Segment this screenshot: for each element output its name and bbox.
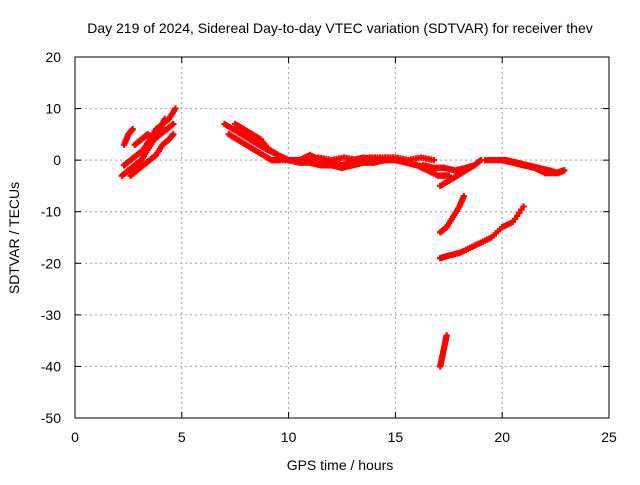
x-tick-label: 20 [494, 429, 510, 445]
series-track-8 [232, 120, 388, 169]
series-track-3 [120, 126, 136, 148]
series-track-4 [127, 131, 177, 179]
x-tick-label: 5 [178, 429, 186, 445]
y-tick-label: -40 [41, 358, 61, 374]
y-tick-label: -30 [41, 307, 61, 323]
x-tick-label: 10 [281, 429, 297, 445]
series-track-11 [437, 156, 485, 190]
y-tick-label: 20 [45, 49, 61, 65]
series-track-9 [413, 162, 452, 179]
plot-frame [74, 56, 610, 419]
x-tick-label: 0 [71, 429, 79, 445]
y-tick-label: -20 [41, 255, 61, 271]
x-tick-label: 15 [388, 429, 404, 445]
data-point [520, 203, 527, 210]
data-point [129, 126, 136, 133]
data-point [430, 156, 438, 164]
series-track-13 [499, 156, 568, 177]
data-point [381, 156, 388, 164]
chart-title: Day 219 of 2024, Sidereal Day-to-day VTE… [87, 20, 593, 36]
data-point [172, 105, 179, 112]
y-tick-label: -50 [41, 410, 61, 426]
y-tick-label: -10 [41, 204, 61, 220]
data-points [118, 105, 568, 370]
y-tick-label: 0 [53, 152, 61, 168]
y-tick-label: 10 [45, 101, 61, 117]
x-axis-label: GPS time / hours [287, 457, 394, 473]
y-axis-label: SDTVAR / TECUs [6, 182, 22, 294]
series-track-15 [437, 203, 527, 262]
series-track-5 [131, 120, 177, 148]
x-tick-label: 25 [601, 429, 617, 445]
series-track-16 [437, 332, 450, 370]
data-point [170, 131, 177, 138]
data-point [443, 332, 450, 339]
data-point [460, 193, 467, 200]
data-point [170, 120, 177, 128]
series-track-14 [437, 193, 467, 236]
axis-ticks: 0 5 10 15 20 25 -50 -40 -30 -20 -10 0 10 20 [41, 49, 617, 445]
data-point [560, 167, 568, 174]
